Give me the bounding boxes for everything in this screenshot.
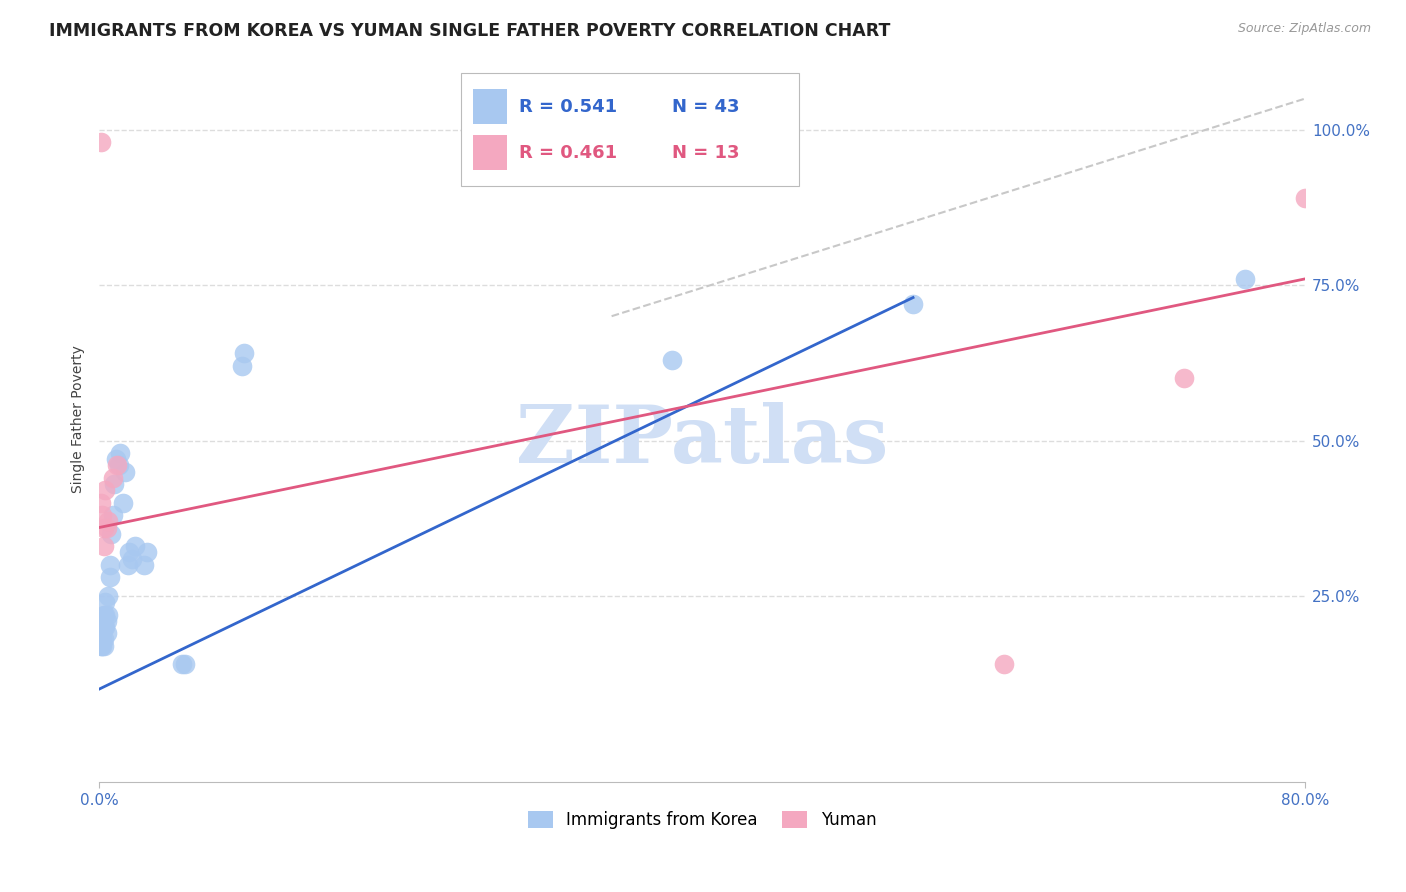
Point	[90, 626, 112, 640]
Point	[93, 520, 115, 534]
Point	[97, 589, 120, 603]
Point	[103, 477, 125, 491]
Point	[136, 545, 159, 559]
Point	[231, 359, 253, 373]
Point	[901, 297, 924, 311]
Text: ZIPatlas: ZIPatlas	[516, 401, 889, 480]
Text: N = 13: N = 13	[672, 144, 740, 161]
Point	[93, 607, 115, 622]
Point	[97, 607, 120, 622]
Point	[91, 632, 114, 647]
Point	[114, 465, 136, 479]
Point	[121, 551, 143, 566]
Point	[94, 483, 117, 498]
Point	[91, 614, 114, 628]
Point	[93, 539, 115, 553]
Point	[104, 452, 127, 467]
Text: Source: ZipAtlas.com: Source: ZipAtlas.com	[1237, 22, 1371, 36]
Point	[91, 639, 114, 653]
Point	[98, 570, 121, 584]
FancyBboxPatch shape	[472, 135, 506, 170]
Point	[96, 520, 118, 534]
Point	[112, 496, 135, 510]
Point	[174, 657, 197, 672]
Point	[117, 558, 139, 572]
Point	[661, 352, 683, 367]
Point	[91, 626, 114, 640]
Point	[90, 620, 112, 634]
Point	[1173, 371, 1195, 385]
Point	[90, 639, 112, 653]
Point	[98, 558, 121, 572]
Point	[110, 446, 132, 460]
Point	[1233, 272, 1256, 286]
Point	[118, 545, 141, 559]
Y-axis label: Single Father Poverty: Single Father Poverty	[72, 345, 86, 492]
Point	[93, 620, 115, 634]
Point	[91, 620, 114, 634]
Text: IMMIGRANTS FROM KOREA VS YUMAN SINGLE FATHER POVERTY CORRELATION CHART: IMMIGRANTS FROM KOREA VS YUMAN SINGLE FA…	[49, 22, 890, 40]
Point	[124, 539, 146, 553]
Point	[91, 508, 114, 522]
Point	[100, 526, 122, 541]
Point	[93, 639, 115, 653]
Point	[232, 346, 254, 360]
Point	[101, 508, 124, 522]
FancyBboxPatch shape	[472, 89, 506, 124]
Point	[90, 496, 112, 510]
Point	[96, 626, 118, 640]
Legend: Immigrants from Korea, Yuman: Immigrants from Korea, Yuman	[522, 805, 883, 836]
Point	[134, 558, 156, 572]
Point	[107, 458, 129, 473]
Point	[94, 595, 117, 609]
Point	[101, 471, 124, 485]
Point	[93, 632, 115, 647]
Point	[105, 458, 128, 473]
FancyBboxPatch shape	[461, 73, 799, 186]
Text: R = 0.541: R = 0.541	[519, 98, 617, 116]
Point	[90, 632, 112, 647]
Point	[1294, 191, 1316, 205]
Text: N = 43: N = 43	[672, 98, 740, 116]
Point	[97, 514, 120, 528]
Point	[90, 135, 112, 149]
Point	[94, 607, 117, 622]
Point	[993, 657, 1015, 672]
Point	[94, 620, 117, 634]
Text: R = 0.461: R = 0.461	[519, 144, 617, 161]
Point	[96, 614, 118, 628]
Point	[170, 657, 193, 672]
